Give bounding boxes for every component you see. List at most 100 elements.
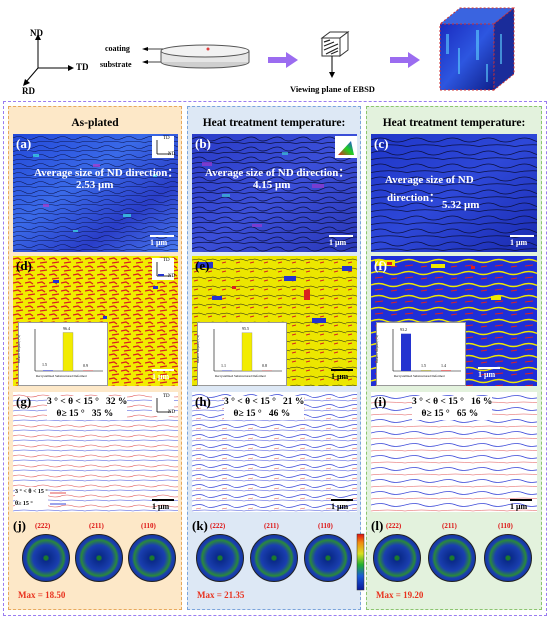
boundary-table-i: 3 ° < θ < 15 ° 16 % θ≥ 15 ° 65 % (412, 396, 493, 420)
pf-j-211-label: (211) (89, 522, 104, 530)
bar-f-substructured (420, 370, 432, 372)
label-c: (c) (374, 136, 389, 151)
caption-b-2: 4.15 μm (253, 179, 291, 191)
substrate-label: substrate (100, 60, 132, 69)
bar-chart-d (34, 329, 103, 372)
arrow-1 (268, 52, 298, 68)
viewing-plane-label: Viewing plane of EBSD (290, 84, 375, 94)
h-low-pct: 21 % (283, 397, 305, 407)
caption-b-1: Average size of ND direction： (205, 167, 350, 179)
scalebar-a: 1 μm (150, 235, 174, 247)
label-b: (b) (195, 136, 211, 151)
bar-d-recrystallized (43, 370, 53, 371)
boundary-legend-g: 3 ° < θ < 15 ° θ≥ 15 ° (15, 487, 48, 509)
outer-frame (3, 101, 547, 616)
bar-f-value-1: 93.2 (400, 327, 407, 332)
i-low: 3 ° < θ < 15 ° (412, 397, 464, 407)
max-k: Max = 21.35 (197, 590, 245, 600)
axes-diagram (23, 34, 74, 86)
bar-chart-e (213, 329, 282, 372)
i-high: θ≥ 15 ° (421, 409, 450, 419)
column-header-as-plated: As-plated (71, 117, 119, 129)
pole-figure-j-222 (22, 534, 70, 582)
axis-rd: RD (22, 86, 35, 96)
label-k: (k) (192, 518, 208, 533)
i-high-pct: 65 % (456, 409, 479, 419)
pole-figure-j-110 (128, 534, 176, 582)
boundary-table-h: 3 ° < θ < 15 ° 21 % θ≥ 15 ° 46 % (224, 396, 305, 420)
pole-figure-k-110 (304, 534, 352, 582)
inset-nd-d: ND (168, 274, 176, 279)
label-j: (j) (13, 518, 26, 533)
bar-inset-f: 93.2 1.5 1.4 Relative frequency (%) Recr… (375, 322, 466, 386)
scalebar-h: 1 μm (331, 499, 353, 511)
ipf-triangle-legend (335, 136, 357, 158)
pole-figure-j-211 (75, 534, 123, 582)
bar-f-ylabel: Relative frequency (%) (375, 335, 379, 363)
column-header-380: Heat treatment temperature: 380°C (202, 117, 346, 149)
bar-d-xlabel: Recrystallized Substructured Deformed (36, 374, 87, 378)
pf-j-222-label: (222) (35, 522, 51, 530)
arrow-2 (390, 52, 420, 68)
scalebar-f: 1 μm (478, 367, 500, 379)
label-d: (d) (16, 258, 32, 273)
label-i: (i) (374, 394, 387, 409)
label-a: (a) (16, 136, 32, 151)
inset-nd-g: ND (168, 410, 176, 415)
g-high: θ≥ 15 ° (56, 409, 85, 419)
caption-c-1: Average size of ND (385, 174, 474, 186)
g-high-pct: 35 % (91, 409, 114, 419)
bar-d-value-2: 96.4 (63, 326, 70, 331)
boundary-table-g: 3 ° < θ < 15 ° 32 % θ≥ 15 ° 35 % (47, 396, 128, 420)
label-g: (g) (16, 394, 32, 409)
inset-axes-g (152, 394, 174, 416)
caption-a-1: Average size of ND direction： (34, 167, 179, 179)
ebsd-map-b (192, 134, 357, 252)
pf-k-211-label: (211) (264, 522, 279, 530)
label-h: (h) (195, 394, 211, 409)
pole-figure-colorbar (356, 533, 365, 591)
inset-td-g: TD (163, 394, 170, 399)
bar-inset-e: 1.1 95.5 0.8 Relative frequency (%) Recr… (196, 322, 287, 386)
h-high: θ≥ 15 ° (233, 409, 262, 419)
bar-e-substructured (241, 332, 253, 372)
column-header-600: Heat treatment temperature: 600°C (382, 117, 526, 149)
bar-f-value-2: 1.5 (421, 363, 426, 368)
caption-c-3: 5.32 μm (442, 199, 480, 211)
pole-figure-k-222 (196, 534, 244, 582)
inset-td-a: TD (163, 136, 170, 141)
bar-d-value-1: 1.5 (42, 362, 47, 367)
bar-f-xlabel: Recrystallized Substructured Deformed (394, 374, 445, 378)
bar-inset-d: 1.5 96.4 0.9 Relative frequency (%) Recr… (17, 322, 108, 386)
pf-k-222-label: (222) (210, 522, 226, 530)
legend-high-label: θ≥ 15 ° (15, 501, 33, 507)
scalebar-c: 1 μm (510, 235, 534, 247)
bar-e-value-1: 1.1 (221, 363, 226, 368)
scalebar-d: 1 μm (152, 369, 174, 381)
legend-low-label: 3 ° < θ < 15 ° (15, 489, 48, 495)
ebsd-3d-cube (438, 6, 516, 92)
g-low: 3 ° < θ < 15 ° (47, 397, 99, 407)
pf-j-110-label: (110) (141, 522, 156, 530)
label-l: (l) (371, 518, 384, 533)
bar-e-value-3: 0.8 (262, 363, 267, 368)
inset-td-d: TD (163, 258, 170, 263)
bar-d-value-3: 0.9 (83, 363, 88, 368)
pf-l-110-label: (110) (498, 522, 513, 530)
schematic-row: ND TD RD coating substrate Viewing plane… (0, 0, 550, 100)
pole-figure-l-110 (484, 534, 532, 582)
label-e: (e) (195, 258, 210, 273)
inset-nd-a: ND (168, 152, 176, 157)
label-f: (f) (374, 258, 387, 273)
bar-d-ylabel: Relative frequency (%) (17, 335, 21, 363)
g-low-pct: 32 % (106, 397, 128, 407)
axis-nd: ND (30, 28, 43, 38)
ebsd-map-c (371, 134, 537, 252)
ebsd-map-a (13, 134, 178, 252)
max-j: Max = 18.50 (18, 590, 66, 600)
bar-chart-f (392, 329, 461, 372)
pf-l-222-label: (222) (386, 522, 402, 530)
bar-d-substructured (62, 332, 74, 372)
bar-f-value-3: 1.4 (441, 363, 446, 368)
ebsd-cube-icon (320, 31, 350, 78)
